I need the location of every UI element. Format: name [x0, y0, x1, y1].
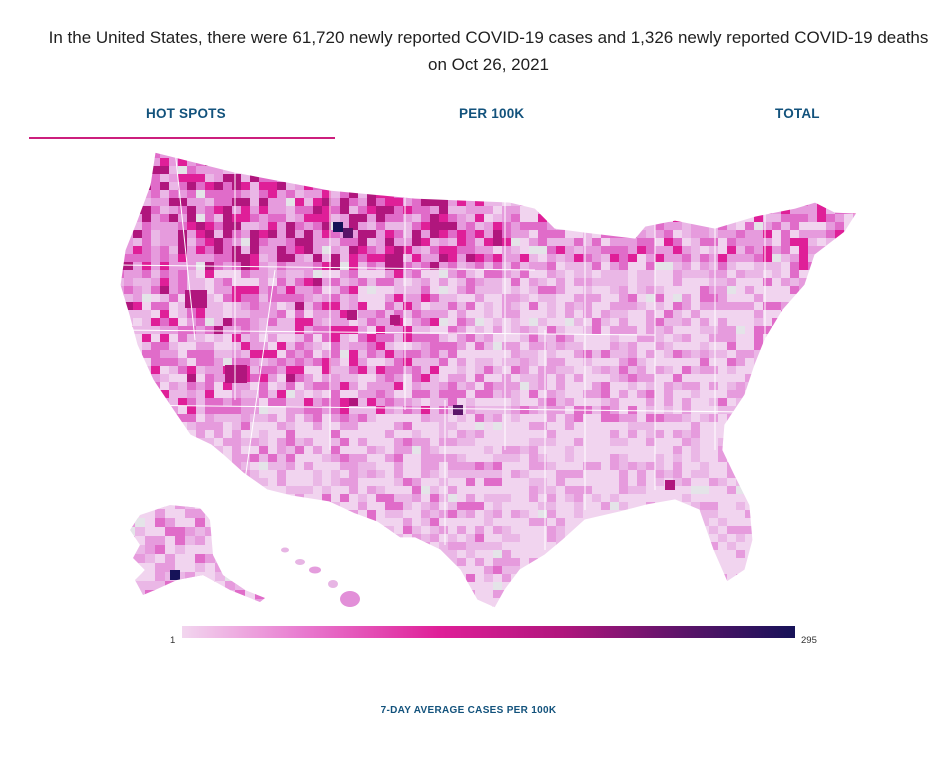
us-outline — [119, 151, 859, 609]
tab-per-100k[interactable]: PER 100K — [459, 106, 525, 121]
color-scale-bar — [182, 626, 795, 638]
us-county-map[interactable] — [115, 150, 865, 620]
legend-title: 7-DAY AVERAGE CASES PER 100K — [380, 705, 557, 716]
legend-min-label: 1 — [170, 635, 176, 646]
alaska-counties[interactable] — [125, 500, 285, 617]
legend-max-label: 295 — [801, 635, 817, 646]
tab-total[interactable]: TOTAL — [775, 106, 820, 121]
tab-hot-spots[interactable]: HOT SPOTS — [146, 106, 226, 121]
headline: In the United States, there were 61,720 … — [48, 28, 929, 74]
state-borders — [120, 152, 766, 550]
selected-tab-indicator — [29, 137, 335, 139]
view-tabs: HOT SPOTS PER 100K TOTAL — [29, 100, 919, 140]
contiguous-us-counties[interactable] — [115, 150, 865, 620]
hawaii-islands[interactable] — [281, 547, 360, 608]
